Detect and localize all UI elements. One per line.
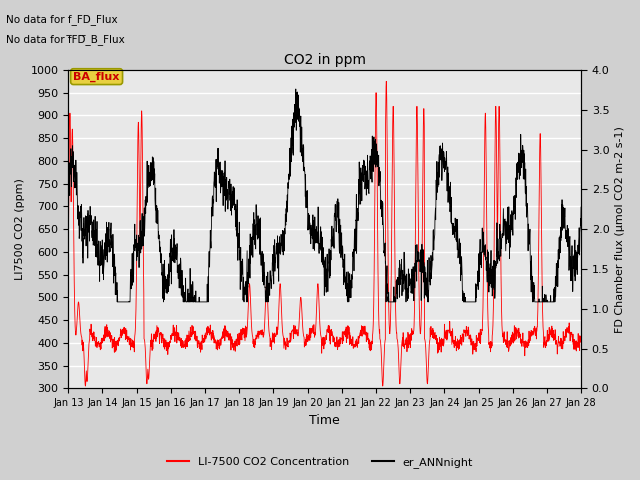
Legend: LI-7500 CO2 Concentration, er_ANNnight: LI-7500 CO2 Concentration, er_ANNnight <box>163 452 477 472</box>
Y-axis label: LI7500 CO2 (ppm): LI7500 CO2 (ppm) <box>15 178 25 280</box>
Text: BA_flux: BA_flux <box>74 72 120 82</box>
Text: No data for f̅FD̅_B_Flux: No data for f̅FD̅_B_Flux <box>6 34 125 45</box>
X-axis label: Time: Time <box>309 414 340 427</box>
Y-axis label: FD Chamber flux (μmol CO2 m-2 s-1): FD Chamber flux (μmol CO2 m-2 s-1) <box>615 126 625 333</box>
Title: CO2 in ppm: CO2 in ppm <box>284 53 366 67</box>
Text: No data for f_FD_Flux: No data for f_FD_Flux <box>6 14 118 25</box>
